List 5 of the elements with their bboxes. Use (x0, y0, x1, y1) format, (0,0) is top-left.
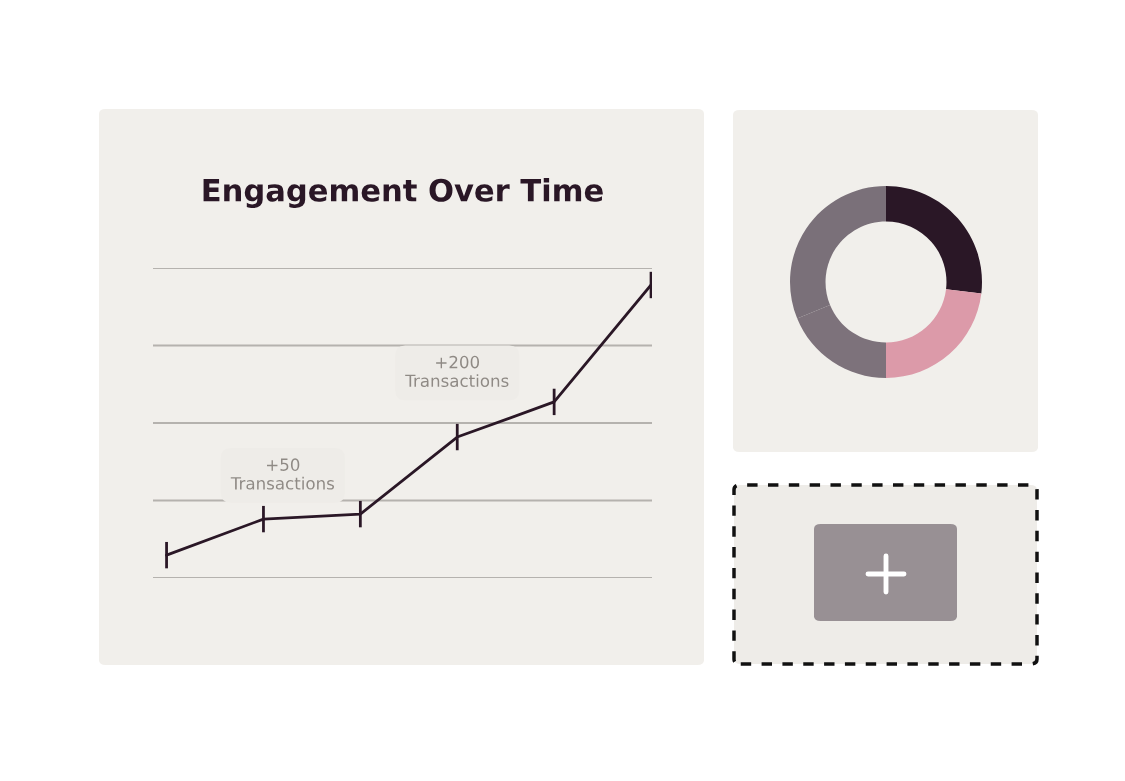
chart-title: Engagement Over Time (203, 178, 603, 208)
donut-slice (886, 186, 982, 294)
annotation: +50 Transactions (230, 458, 335, 490)
donut-slice (886, 289, 982, 378)
annotation: +200 Transactions (405, 355, 509, 388)
